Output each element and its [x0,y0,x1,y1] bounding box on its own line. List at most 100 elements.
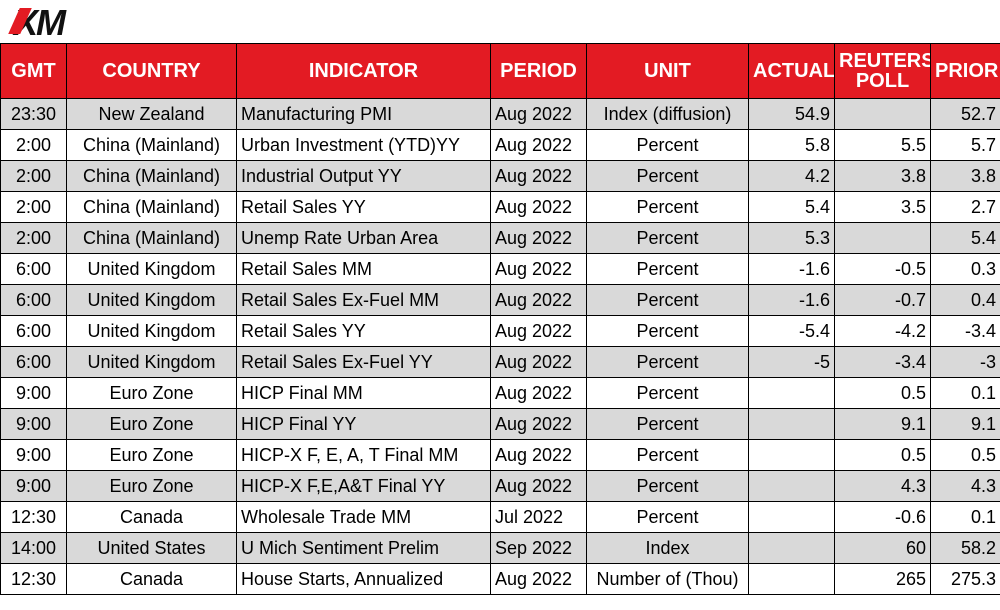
cell-actual [748,439,835,471]
table-row: 9:00 Euro Zone HICP Final MM Aug 2022 Percen… [0,377,1000,409]
cell-unit: Percent [586,284,749,316]
cell-prior: 58.2 [930,532,1000,564]
cell-indicator: HICP Final YY [236,408,491,440]
cell-period: Aug 2022 [490,129,587,161]
cell-country: Euro Zone [66,439,237,471]
table-row: 12:30 Canada Wholesale Trade MM Jul 2022 Per… [0,501,1000,533]
cell-unit: Percent [586,501,749,533]
cell-period: Aug 2022 [490,408,587,440]
cell-prior: 3.8 [930,160,1000,192]
cell-indicator: HICP Final MM [236,377,491,409]
header-country: COUNTRY [66,43,237,99]
cell-prior: 2.7 [930,191,1000,223]
cell-unit: Percent [586,129,749,161]
cell-actual: 54.9 [748,98,835,130]
cell-country: Euro Zone [66,408,237,440]
cell-prior: 0.5 [930,439,1000,471]
cell-country: United Kingdom [66,315,237,347]
cell-period: Aug 2022 [490,222,587,254]
cell-prior: 0.4 [930,284,1000,316]
cell-unit: Percent [586,315,749,347]
cell-indicator: Retail Sales Ex-Fuel YY [236,346,491,378]
cell-actual: 4.2 [748,160,835,192]
cell-period: Aug 2022 [490,563,587,595]
cell-gmt: 6:00 [0,253,67,285]
cell-country: China (Mainland) [66,191,237,223]
cell-indicator: Industrial Output YY [236,160,491,192]
cell-country: United Kingdom [66,346,237,378]
cell-actual: -1.6 [748,253,835,285]
cell-period: Sep 2022 [490,532,587,564]
table-row: 6:00 United Kingdom Retail Sales Ex-Fuel Y… [0,346,1000,378]
table-row: 2:00 China (Mainland) Urban Investment (YT… [0,129,1000,161]
cell-country: China (Mainland) [66,160,237,192]
cell-actual [748,377,835,409]
cell-indicator: Retail Sales YY [236,315,491,347]
cell-unit: Percent [586,222,749,254]
cell-prior: 275.3 [930,563,1000,595]
cell-actual: 5.4 [748,191,835,223]
header-unit: UNIT [586,43,749,99]
cell-reuters-poll [834,222,931,254]
table-row: 9:00 Euro Zone HICP-X F,E,A&T Final YY Aug … [0,470,1000,502]
cell-country: Euro Zone [66,377,237,409]
cell-period: Aug 2022 [490,439,587,471]
cell-indicator: Retail Sales Ex-Fuel MM [236,284,491,316]
cell-indicator: Manufacturing PMI [236,98,491,130]
cell-country: Euro Zone [66,470,237,502]
cell-country: New Zealand [66,98,237,130]
cell-unit: Index [586,532,749,564]
header-period: PERIOD [490,43,587,99]
cell-reuters-poll: -0.6 [834,501,931,533]
cell-unit: Percent [586,439,749,471]
table-row: 2:00 China (Mainland) Unemp Rate Urban Are… [0,222,1000,254]
cell-country: Canada [66,501,237,533]
xm-logo: XM [8,2,66,43]
cell-prior: -3.4 [930,315,1000,347]
cell-prior: 5.7 [930,129,1000,161]
cell-indicator: Unemp Rate Urban Area [236,222,491,254]
cell-country: China (Mainland) [66,129,237,161]
cell-prior: 0.3 [930,253,1000,285]
cell-prior: 4.3 [930,470,1000,502]
cell-actual: -5 [748,346,835,378]
cell-period: Aug 2022 [490,315,587,347]
cell-reuters-poll: 60 [834,532,931,564]
cell-period: Jul 2022 [490,501,587,533]
cell-indicator: HICP-X F, E, A, T Final MM [236,439,491,471]
cell-reuters-poll [834,98,931,130]
header-row: GMT COUNTRY INDICATOR PERIOD UNIT ACTUAL… [0,43,1000,99]
cell-reuters-poll: -0.7 [834,284,931,316]
table-row: 9:00 Euro Zone HICP-X F, E, A, T Final MM A… [0,439,1000,471]
cell-reuters-poll: 265 [834,563,931,595]
cell-country: United States [66,532,237,564]
cell-actual [748,501,835,533]
header-reuters-poll: REUTERS POLL [834,43,931,99]
cell-reuters-poll: 9.1 [834,408,931,440]
table-row: 9:00 Euro Zone HICP Final YY Aug 2022 Percen… [0,408,1000,440]
cell-period: Aug 2022 [490,191,587,223]
cell-indicator: U Mich Sentiment Prelim [236,532,491,564]
cell-gmt: 6:00 [0,346,67,378]
cell-prior: 5.4 [930,222,1000,254]
cell-unit: Percent [586,160,749,192]
table-row: 6:00 United Kingdom Retail Sales MM Aug 202… [0,253,1000,285]
cell-period: Aug 2022 [490,253,587,285]
logo-mark: XM [8,2,66,43]
cell-gmt: 2:00 [0,160,67,192]
cell-indicator: HICP-X F,E,A&T Final YY [236,470,491,502]
cell-actual [748,408,835,440]
cell-reuters-poll: -0.5 [834,253,931,285]
cell-gmt: 14:00 [0,532,67,564]
table-row: 23:30 New Zealand Manufacturing PMI Aug 202… [0,98,1000,130]
cell-indicator: House Starts, Annualized [236,563,491,595]
cell-unit: Index (diffusion) [586,98,749,130]
cell-reuters-poll: -4.2 [834,315,931,347]
cell-gmt: 2:00 [0,129,67,161]
cell-gmt: 12:30 [0,501,67,533]
cell-gmt: 2:00 [0,191,67,223]
cell-actual: 5.8 [748,129,835,161]
cell-reuters-poll: 3.5 [834,191,931,223]
cell-unit: Number of (Thou) [586,563,749,595]
table-row: 2:00 China (Mainland) Retail Sales YY Aug 2… [0,191,1000,223]
